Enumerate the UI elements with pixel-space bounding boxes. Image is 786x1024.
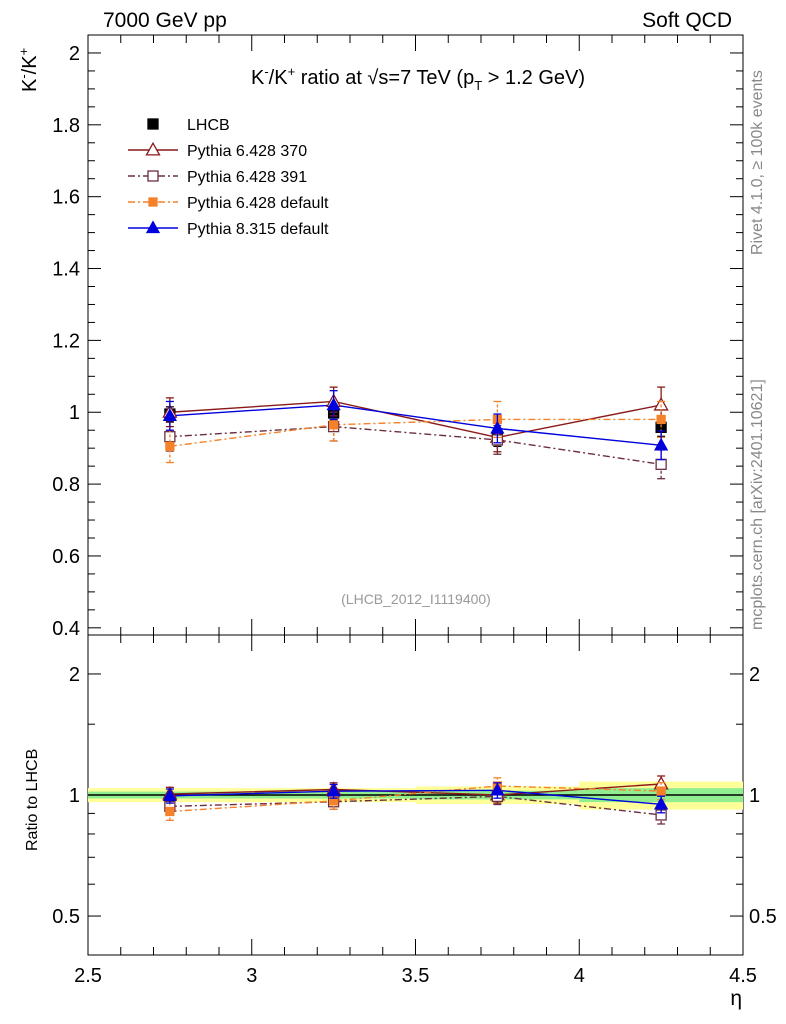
ratio-point-pythia-6-428-default (165, 806, 175, 817)
header-right: Soft QCD (642, 9, 732, 32)
ratio-line-pythia-8-315-default (169, 789, 662, 806)
main-y-tick-label: 1.4 (52, 259, 80, 281)
ratio-y-tick-label-right: 1 (749, 785, 760, 807)
main-y-axis-label: K-/K+ (16, 48, 41, 92)
main-y-tick-label: 1.6 (52, 187, 80, 209)
main-line-pythia-8-315-default (169, 404, 662, 446)
main-point-pythia-6-428-391 (655, 458, 667, 470)
main-point-pythia-8-315-default (162, 408, 177, 421)
main-plot-panel: K-/K+ ratio at √s=7 TeV (pT > 1.2 GeV) K… (16, 34, 744, 640)
ratio-point-pythia-8-315-default (162, 788, 177, 802)
watermark: (LHCB_2012_I1119400) (341, 591, 491, 607)
main-y-tick-label: 0.8 (52, 474, 80, 496)
x-tick-label: 4 (574, 965, 585, 987)
main-point-pythia-6-428-default (656, 414, 666, 425)
legend-label-pythia-8-315-default: Pythia 8.315 default (187, 221, 329, 238)
main-point-pythia-6-428-default (328, 420, 339, 430)
ratio-y-tick-label: 0.5 (52, 906, 80, 928)
side-label-bottom: mcplots.cern.ch [arXiv:2401.10621] (749, 379, 766, 630)
ratio-y-tick-label: 1 (69, 785, 80, 807)
ratio-line-pythia-6-428-391 (169, 795, 662, 816)
main-line-pythia-6-428-default (169, 418, 662, 448)
legend-marker-lhcb (147, 118, 159, 130)
ratio-line-pythia-6-428-default (169, 785, 662, 813)
ratio-y-tick-label: 2 (69, 664, 80, 686)
legend-label-lhcb: LHCB (187, 117, 230, 134)
legend-marker-pythia-6-428-391 (147, 170, 159, 182)
main-y-tick-label: 0.4 (52, 618, 80, 640)
main-y-tick-label: 1 (69, 402, 80, 424)
ratio-y-tick-label-right: 0.5 (749, 906, 777, 928)
legend-label-pythia-6-428-370: Pythia 6.428 370 (187, 143, 307, 160)
ratio-y-axis-label: Ratio to LHCB (24, 749, 41, 851)
main-y-tick-label: 0.6 (52, 546, 80, 568)
main-point-pythia-6-428-default (165, 441, 175, 452)
x-tick-label: 3 (246, 965, 257, 987)
main-y-tick-label: 1.8 (52, 115, 80, 137)
ratio-point-pythia-8-315-default (654, 796, 669, 810)
side-label-top: Rivet 4.1.0, ≥ 100k events (749, 70, 766, 255)
ratio-point-pythia-8-315-default (326, 783, 341, 797)
ratio-y-tick-label-right: 2 (749, 664, 760, 686)
legend-label-pythia-6-428-default: Pythia 6.428 default (187, 195, 329, 212)
x-tick-label: 4.5 (729, 965, 757, 987)
legend-label-pythia-6-428-391: Pythia 6.428 391 (187, 169, 307, 186)
header-left: 7000 GeV pp (103, 9, 227, 32)
ratio-point-pythia-6-428-default (656, 786, 666, 796)
main-line-pythia-6-428-370 (169, 400, 662, 439)
legend-marker-pythia-6-428-370 (145, 141, 161, 156)
main-point-pythia-6-428-370 (653, 396, 669, 411)
x-axis-label: η (730, 987, 742, 1010)
main-point-pythia-8-315-default (326, 397, 341, 411)
ratio-line-pythia-6-428-370 (169, 783, 662, 796)
legend-marker-pythia-8-315-default (145, 220, 161, 234)
ratio-point-pythia-8-315-default (490, 782, 505, 796)
ratio-plot-panel: 0.5 0.5 1 1 2 2 2.5 3 3.5 4 4.5 Ratio to LHCB η (24, 634, 777, 1010)
main-y-tick-label: 1.2 (52, 330, 80, 352)
legend: LHCB Pythia 6.428 370 Pythia 6.428 391 Pyth… (128, 117, 329, 238)
x-tick-label: 2.5 (74, 965, 102, 987)
main-y-tick-label: 2 (69, 43, 80, 65)
x-tick-label: 3.5 (402, 965, 430, 987)
main-point-pythia-8-315-default (490, 420, 505, 434)
main-line-pythia-6-428-391 (169, 425, 662, 466)
legend-marker-pythia-6-428-default (148, 197, 158, 207)
main-point-pythia-8-315-default (654, 437, 669, 451)
main-title: K-/K+ ratio at √s=7 TeV (pT > 1.2 GeV) (251, 64, 585, 93)
